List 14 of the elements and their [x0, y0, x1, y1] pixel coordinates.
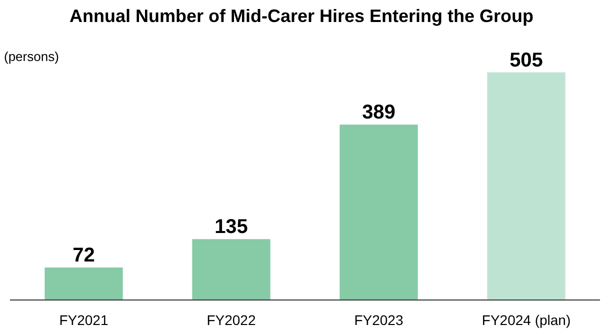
x-tick-label: FY2022 — [206, 312, 256, 328]
bar — [487, 72, 566, 300]
data-label: 135 — [214, 216, 248, 238]
data-label: 72 — [72, 244, 95, 267]
data-label: 389 — [362, 102, 396, 124]
chart-title: Annual Number of Mid-Carer Hires Entering the Group — [69, 6, 534, 26]
x-tick-label: FY2024 (plan) — [482, 312, 571, 328]
bar — [192, 239, 270, 300]
x-tick-label: FY2021 — [59, 312, 108, 328]
y-axis-title: (persons) — [4, 49, 59, 64]
bar — [44, 268, 123, 300]
data-label: 505 — [510, 49, 543, 72]
bar — [340, 124, 418, 300]
x-tick-label: FY2023 — [354, 312, 404, 328]
